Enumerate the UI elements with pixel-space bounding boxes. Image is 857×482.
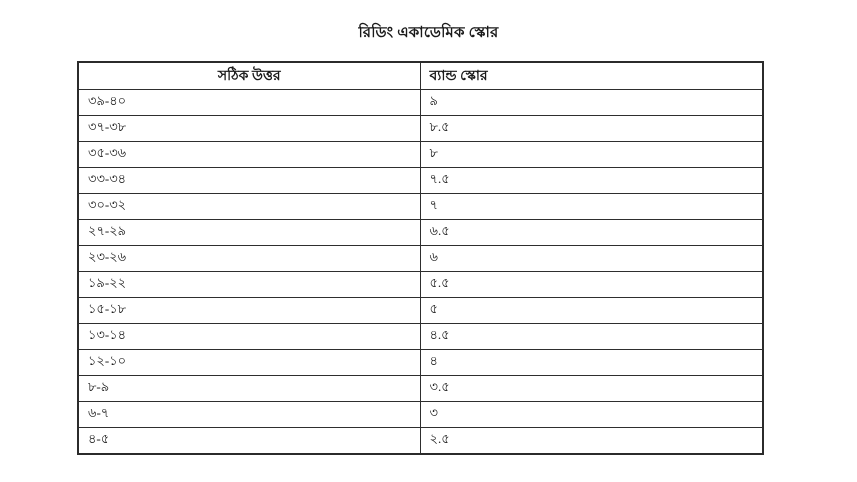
table-row: ৩০-৩২ ৭ [77, 193, 764, 220]
correct-answers-cell: ১৩-১৪ [77, 323, 421, 350]
correct-answers-cell: ৩৭-৩৮ [77, 115, 421, 142]
table-row: ৩৩-৩৪ ৭.৫ [77, 167, 764, 194]
band-score-cell: ২.৫ [419, 427, 764, 455]
page-title: রিডিং একাডেমিক স্কোর [358, 25, 499, 41]
table-row: ৪-৫ ২.৫ [77, 427, 764, 455]
band-score-cell: ৩.৫ [419, 375, 764, 402]
correct-answers-cell: ৮-৯ [77, 375, 421, 402]
header-row: সঠিক উত্তর ব্যান্ড স্কোর [77, 61, 764, 90]
correct-answers-cell: ৩০-৩২ [77, 193, 421, 220]
table-row: ১৫-১৮ ৫ [77, 297, 764, 324]
score-table-body: ৩৯-৪০ ৯ ৩৭-৩৮ ৮.৫ ৩৫-৩৬ ৮ ৩৩-৩৪ ৭.৫ ৩০-৩২ ৭ ২৭-২৯ ৬… [77, 89, 764, 455]
band-score-cell: ৫ [419, 297, 764, 324]
table-row: ৩৯-৪০ ৯ [77, 89, 764, 116]
table-row: ২৩-২৬ ৬ [77, 245, 764, 272]
header-band-score: ব্যান্ড স্কোর [419, 61, 764, 90]
correct-answers-cell: ৬-৭ [77, 401, 421, 428]
band-score-cell: ৪ [419, 349, 764, 376]
score-table: সঠিক উত্তর ব্যান্ড স্কোর ৩৯-৪০ ৯ ৩৭-৩৮ ৮.৫ ৩… [77, 61, 764, 455]
band-score-cell: ৫.৫ [419, 271, 764, 298]
table-row: ৩৭-৩৮ ৮.৫ [77, 115, 764, 142]
correct-answers-cell: ২৩-২৬ [77, 245, 421, 272]
correct-answers-cell: ১২-১০ [77, 349, 421, 376]
band-score-cell: ৮ [419, 141, 764, 168]
band-score-cell: ৭.৫ [419, 167, 764, 194]
table-row: ২৭-২৯ ৬.৫ [77, 219, 764, 246]
table-row: ১৩-১৪ ৪.৫ [77, 323, 764, 350]
header-correct-answers: সঠিক উত্তর [77, 61, 421, 90]
band-score-cell: ৯ [419, 89, 764, 116]
correct-answers-cell: ১৯-২২ [77, 271, 421, 298]
table-row: ৬-৭ ৩ [77, 401, 764, 428]
band-score-cell: ৮.৫ [419, 115, 764, 142]
band-score-cell: ৩ [419, 401, 764, 428]
band-score-cell: ৬ [419, 245, 764, 272]
correct-answers-cell: ৩৩-৩৪ [77, 167, 421, 194]
table-row: ১২-১০ ৪ [77, 349, 764, 376]
correct-answers-cell: ৪-৫ [77, 427, 421, 455]
score-table-header: সঠিক উত্তর ব্যান্ড স্কোর [77, 61, 764, 90]
band-score-cell: ৪.৫ [419, 323, 764, 350]
table-row: ৩৫-৩৬ ৮ [77, 141, 764, 168]
table-row: ৮-৯ ৩.৫ [77, 375, 764, 402]
correct-answers-cell: ৩৫-৩৬ [77, 141, 421, 168]
correct-answers-cell: ২৭-২৯ [77, 219, 421, 246]
correct-answers-cell: ১৫-১৮ [77, 297, 421, 324]
band-score-cell: ৬.৫ [419, 219, 764, 246]
band-score-cell: ৭ [419, 193, 764, 220]
table-row: ১৯-২২ ৫.৫ [77, 271, 764, 298]
correct-answers-cell: ৩৯-৪০ [77, 89, 421, 116]
